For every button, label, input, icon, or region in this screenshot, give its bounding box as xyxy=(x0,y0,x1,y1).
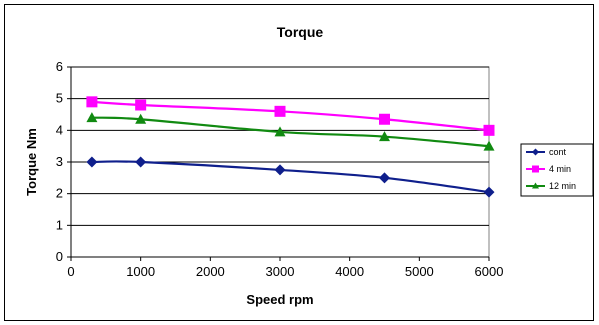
x-tick-label: 2000 xyxy=(196,264,225,279)
data-point xyxy=(86,112,98,123)
data-point xyxy=(135,99,147,111)
legend-marker xyxy=(532,182,539,189)
data-point xyxy=(135,156,147,168)
data-point xyxy=(274,105,286,117)
y-tick-label: 6 xyxy=(56,59,63,74)
x-axis-label: Speed rpm xyxy=(246,292,313,307)
data-point xyxy=(379,172,390,184)
chart-title: Torque xyxy=(277,24,324,40)
legend-label: cont xyxy=(549,147,567,157)
x-tick-labels: 0 1000 2000 3000 4000 5000 6000 xyxy=(67,264,503,279)
gridlines xyxy=(71,66,489,226)
data-point xyxy=(379,113,390,125)
data-point xyxy=(86,96,98,108)
legend-marker xyxy=(532,148,539,156)
data-point xyxy=(274,126,286,137)
data-point xyxy=(483,140,495,151)
data-point xyxy=(135,113,147,124)
y-tick-labels: 0 1 2 3 4 5 6 xyxy=(56,59,63,264)
y-tick-label: 1 xyxy=(56,217,63,232)
axes xyxy=(67,66,490,261)
legend-label: 4 min xyxy=(549,164,571,174)
data-point xyxy=(483,124,495,136)
data-point xyxy=(274,164,286,176)
y-tick-label: 0 xyxy=(56,249,63,264)
y-tick-label: 4 xyxy=(56,122,63,137)
data-point xyxy=(483,186,495,198)
data-point xyxy=(86,156,98,168)
series-group xyxy=(86,96,495,198)
data-point xyxy=(379,131,390,142)
legend: cont 4 min 12 min xyxy=(520,143,594,197)
x-tick-label: 6000 xyxy=(475,264,504,279)
x-tick-label: 0 xyxy=(67,264,74,279)
x-tick-label: 5000 xyxy=(405,264,434,279)
x-tick-label: 4000 xyxy=(335,264,364,279)
y-tick-label: 3 xyxy=(56,154,63,169)
x-tick-label: 3000 xyxy=(266,264,295,279)
legend-marker xyxy=(532,165,539,173)
legend-label: 12 min xyxy=(549,181,576,191)
y-axis-label: Torque Nm xyxy=(24,128,39,196)
y-tick-label: 2 xyxy=(56,186,63,201)
x-tick-label: 1000 xyxy=(126,264,155,279)
y-tick-label: 5 xyxy=(56,91,63,106)
